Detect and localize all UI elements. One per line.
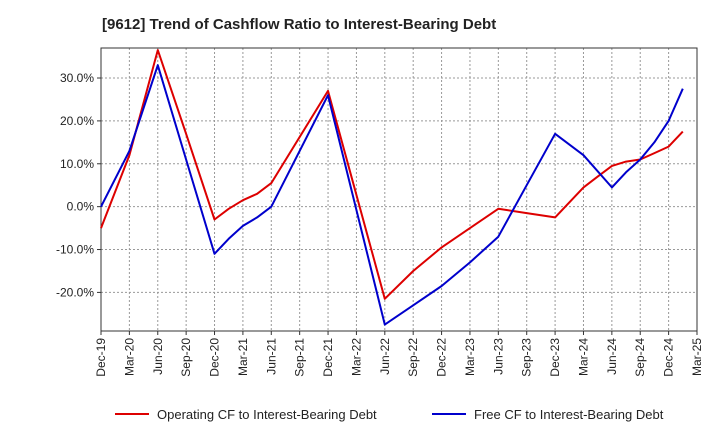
x-tick-label: Jun-22 <box>378 338 392 375</box>
x-tick-label: Jun-20 <box>151 338 165 375</box>
x-tick-label: Sep-20 <box>179 338 193 377</box>
x-tick-label: Dec-22 <box>435 338 449 377</box>
x-tick-label: Dec-24 <box>662 338 676 377</box>
series-line-operating-cf <box>100 49 684 300</box>
x-tick-label: Mar-25 <box>690 338 704 376</box>
x-tick-label: Dec-23 <box>548 338 562 377</box>
x-tick-label: Dec-19 <box>94 338 108 377</box>
x-tick-label: Mar-22 <box>349 338 363 376</box>
x-tick-label: Jun-23 <box>491 338 505 375</box>
x-tick-label: Sep-23 <box>520 338 534 377</box>
x-tick-label: Mar-24 <box>576 338 590 376</box>
plot-area-frame <box>100 47 698 332</box>
legend-label: Free CF to Interest-Bearing Debt <box>474 407 664 422</box>
y-tick-label: 20.0% <box>60 114 94 128</box>
x-tick-label: Mar-21 <box>236 338 250 376</box>
x-tick-label: Jun-21 <box>264 338 278 375</box>
x-tick-label: Mar-20 <box>122 338 136 376</box>
x-tick-label: Dec-20 <box>208 338 222 377</box>
chart-title: [9612] Trend of Cashflow Ratio to Intere… <box>102 16 497 33</box>
x-tick-label: Sep-22 <box>406 338 420 377</box>
x-tick-label: Mar-23 <box>463 338 477 376</box>
y-tick-label: 30.0% <box>60 71 94 85</box>
series-line-free-cf <box>100 64 684 326</box>
legend-label: Operating CF to Interest-Bearing Debt <box>157 407 377 422</box>
x-tick-label: Sep-21 <box>293 338 307 377</box>
y-tick-label: -10.0% <box>56 243 94 257</box>
y-tick-label: 0.0% <box>67 200 95 214</box>
y-tick-label: -20.0% <box>56 285 94 299</box>
y-tick-label: 10.0% <box>60 157 94 171</box>
x-tick-label: Jun-24 <box>605 338 619 375</box>
x-tick-label: Sep-24 <box>633 338 647 377</box>
x-tick-label: Dec-21 <box>321 338 335 377</box>
